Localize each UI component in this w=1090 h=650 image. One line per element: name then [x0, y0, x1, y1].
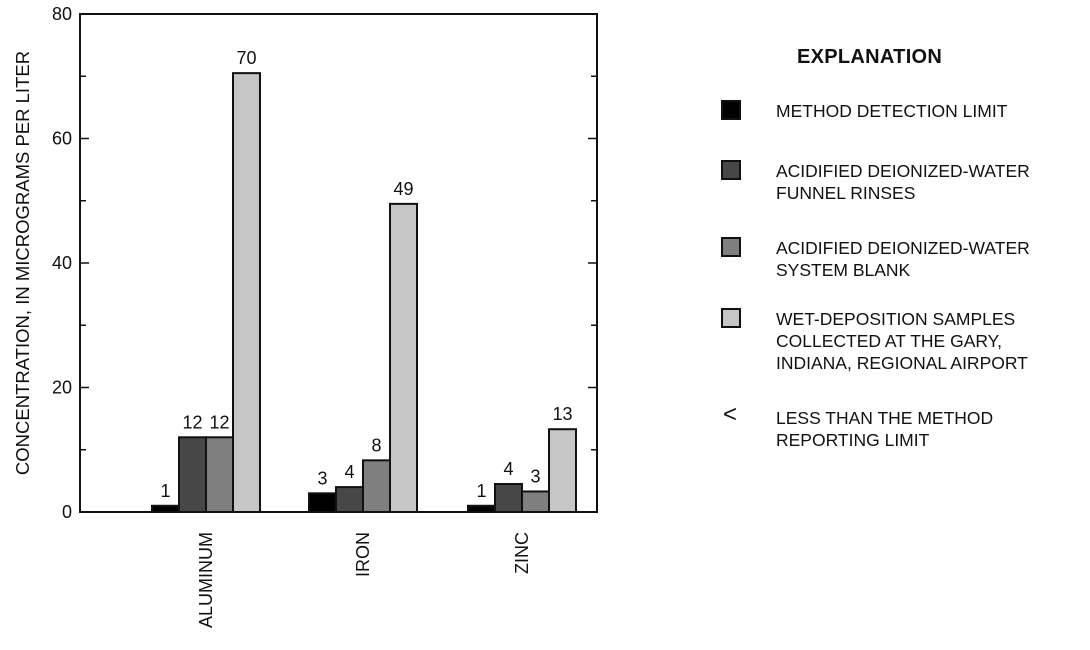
bar [205, 436, 234, 513]
bar [232, 72, 261, 513]
bar [178, 436, 207, 513]
legend-label: LESS THAN THE METHOD REPORTING LIMIT [776, 408, 994, 450]
bar-value-label: 3 [530, 466, 540, 486]
bar [494, 482, 523, 513]
bar [335, 486, 364, 514]
y-tick-label: 40 [52, 253, 72, 273]
plot-frame [79, 13, 598, 513]
legend-swatch-dark-gray [721, 160, 741, 180]
bar [362, 459, 391, 513]
legend-label: ACIDIFIED DEIONIZED-WATER FUNNEL RINSES [776, 161, 1030, 203]
y-tick-label: 0 [62, 502, 72, 522]
y-tick-label: 60 [52, 129, 72, 149]
bar-value-label: 49 [393, 179, 413, 199]
bar [467, 504, 496, 513]
bar [151, 504, 180, 513]
bar-value-label: 12 [209, 412, 229, 432]
y-tick-label: 80 [52, 4, 72, 24]
bar-value-label: 1 [160, 481, 170, 501]
legend-swatch-medium-gray [721, 237, 741, 257]
bar-value-label: 8 [371, 435, 381, 455]
legend-swatch-black [721, 100, 741, 120]
legend-swatch-light-gray [721, 308, 741, 328]
bar-value-label: 4 [503, 459, 513, 479]
legend-label: ACIDIFIED DEIONIZED-WATER SYSTEM BLANK [776, 238, 1030, 280]
y-axis-label: CONCENTRATION, IN MICROGRAMS PER LITER [12, 51, 33, 475]
bar-value-label: 13 [552, 404, 572, 424]
bar [308, 492, 337, 514]
bar [389, 202, 418, 514]
bar-value-label: 4 [344, 462, 354, 482]
bar [548, 428, 577, 513]
legend-label: WET-DEPOSITION SAMPLES COLLECTED AT THE … [776, 309, 1028, 373]
y-tick-label: 20 [52, 378, 72, 398]
bar-value-label: 12 [182, 412, 202, 432]
bar-value-label: 1 [476, 481, 486, 501]
bar-value-label: 3 [317, 468, 327, 488]
x-tick-label: ALUMINUM [196, 532, 216, 628]
x-tick-label: IRON [353, 532, 373, 577]
legend-title: EXPLANATION [797, 46, 943, 68]
legend-label: METHOD DETECTION LIMIT [776, 101, 1008, 121]
bar [521, 490, 550, 513]
bar-value-label: 70 [236, 48, 256, 68]
x-tick-label: ZINC [512, 532, 532, 574]
less-than-symbol: < [723, 401, 738, 428]
bar-chart: 0 20 40 60 80 CONCENTRATION, IN MICROGRAMS PE… [12, 4, 598, 628]
